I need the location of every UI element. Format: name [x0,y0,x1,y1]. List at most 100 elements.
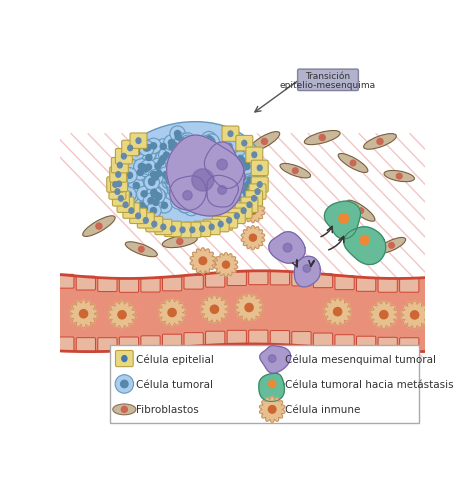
FancyBboxPatch shape [335,276,354,290]
Circle shape [238,166,244,172]
Circle shape [182,169,198,185]
Circle shape [186,175,201,190]
Circle shape [168,167,183,182]
Circle shape [195,174,201,180]
FancyBboxPatch shape [270,331,290,345]
Circle shape [168,309,176,317]
Circle shape [181,164,187,169]
Circle shape [179,169,195,184]
Circle shape [118,311,126,319]
Polygon shape [207,176,238,208]
FancyBboxPatch shape [298,70,358,91]
Circle shape [151,192,157,198]
Circle shape [178,172,184,178]
Circle shape [194,183,200,189]
FancyBboxPatch shape [206,332,225,346]
Circle shape [240,178,255,193]
Circle shape [163,153,169,159]
Circle shape [144,175,159,191]
Circle shape [182,160,197,176]
Circle shape [186,164,192,170]
Ellipse shape [218,222,223,228]
Circle shape [181,172,196,188]
Circle shape [209,147,215,154]
Circle shape [201,164,216,180]
Circle shape [172,182,187,198]
Ellipse shape [304,131,340,145]
Circle shape [180,178,186,184]
Text: Célula tumoral: Célula tumoral [136,379,213,389]
Circle shape [235,195,241,202]
Circle shape [219,175,225,181]
Circle shape [190,180,196,185]
Circle shape [173,165,188,180]
Circle shape [145,145,151,151]
Circle shape [201,204,207,210]
Circle shape [150,159,165,174]
Circle shape [198,191,204,197]
Circle shape [227,179,233,185]
Circle shape [164,140,180,155]
Polygon shape [213,206,239,232]
Circle shape [138,162,154,177]
Circle shape [178,189,184,195]
Circle shape [181,171,187,177]
Ellipse shape [162,236,197,248]
Circle shape [175,169,182,175]
Circle shape [156,171,162,177]
Circle shape [199,175,215,191]
FancyBboxPatch shape [146,217,163,232]
Circle shape [174,177,190,192]
FancyBboxPatch shape [251,161,268,176]
FancyBboxPatch shape [122,141,138,156]
FancyBboxPatch shape [155,220,172,235]
Circle shape [201,173,207,179]
Circle shape [202,164,208,170]
Text: Célula inmune: Célula inmune [284,405,360,415]
Ellipse shape [252,196,256,202]
Circle shape [198,155,213,170]
Circle shape [206,166,221,181]
Circle shape [220,151,227,157]
Circle shape [245,175,260,190]
Circle shape [189,166,195,172]
Circle shape [214,149,220,156]
Circle shape [177,168,192,183]
Circle shape [244,176,260,191]
Circle shape [201,171,207,177]
Circle shape [201,132,217,147]
Ellipse shape [223,188,252,204]
FancyBboxPatch shape [141,278,160,292]
Circle shape [176,166,182,172]
Polygon shape [259,373,284,402]
Circle shape [214,177,229,192]
FancyBboxPatch shape [356,336,376,350]
FancyBboxPatch shape [246,148,263,163]
Circle shape [236,167,242,173]
Circle shape [223,180,229,186]
Circle shape [146,168,161,183]
Circle shape [198,173,213,188]
Circle shape [268,406,276,413]
Circle shape [179,138,185,144]
FancyBboxPatch shape [55,275,74,288]
Circle shape [178,198,193,213]
Circle shape [187,174,193,180]
Circle shape [143,193,159,209]
Circle shape [334,308,342,316]
Circle shape [191,174,207,189]
Circle shape [178,168,193,184]
Circle shape [128,179,144,194]
Circle shape [174,163,189,179]
Circle shape [185,177,191,183]
Circle shape [146,204,161,219]
Circle shape [247,178,253,184]
Circle shape [170,127,185,142]
FancyBboxPatch shape [115,149,132,165]
FancyBboxPatch shape [119,279,138,293]
Circle shape [196,167,212,182]
Ellipse shape [241,208,246,214]
Circle shape [245,158,251,165]
Circle shape [175,158,181,164]
Circle shape [170,179,176,185]
